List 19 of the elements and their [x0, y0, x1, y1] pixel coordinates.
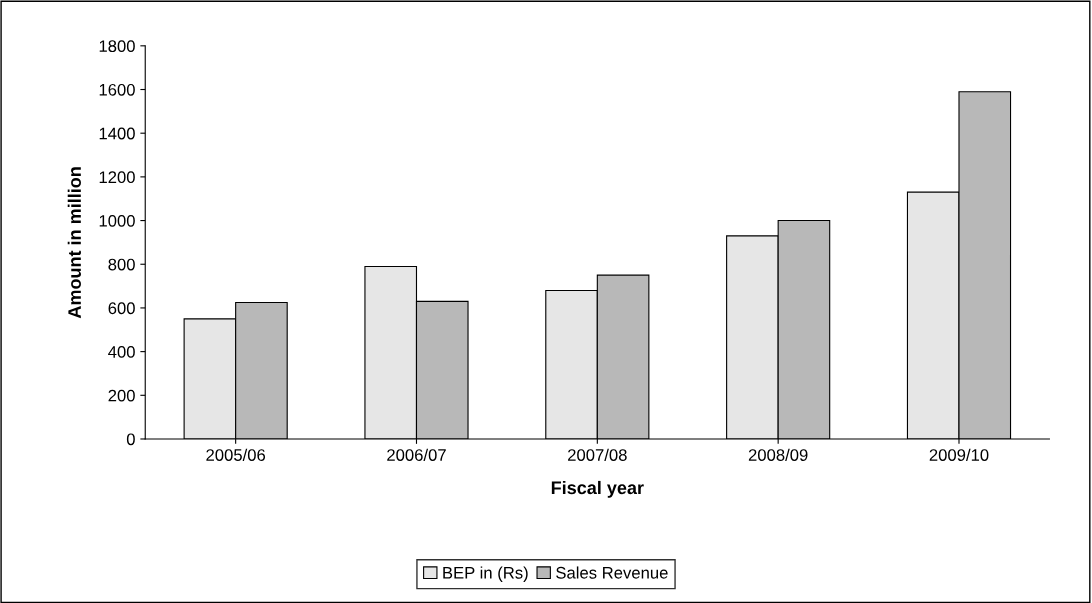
y-tick-label: 600 [108, 302, 135, 315]
y-tick-label: 1800 [99, 40, 135, 53]
x-tick-label: 2008/09 [748, 448, 808, 461]
x-tick-label: 2007/08 [568, 448, 627, 461]
y-tick-label: 1000 [99, 214, 135, 227]
y-tick-label: 0 [126, 433, 135, 446]
y-tick-label: 1400 [99, 127, 135, 140]
y-axis-title: Amount in million [67, 167, 81, 319]
y-tick-label: 1200 [99, 171, 135, 184]
y-tick-label: 200 [108, 389, 135, 402]
x-tick-label: 2006/07 [387, 448, 446, 461]
y-tick-label: 800 [108, 258, 135, 271]
y-tick-label: 400 [108, 346, 135, 358]
x-tick-label: 2009/10 [929, 448, 989, 461]
x-tick-label: 2005/06 [206, 448, 266, 461]
legend-label: BEP in (Rs) [443, 566, 528, 582]
y-tick-label: 1600 [99, 83, 135, 96]
legend-label: Sales Revenue [556, 566, 668, 579]
x-axis-title: Fiscal year [551, 480, 644, 498]
